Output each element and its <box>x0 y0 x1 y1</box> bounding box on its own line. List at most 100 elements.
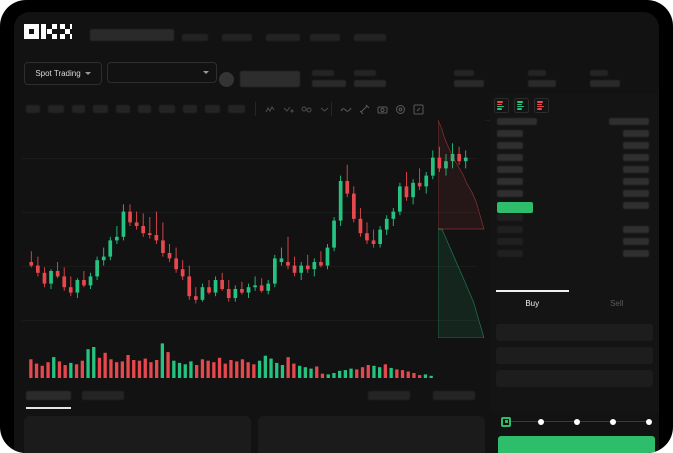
order-price <box>497 166 523 173</box>
stat-block-5 <box>590 70 620 87</box>
interval-button-5[interactable] <box>116 105 130 113</box>
drawing-tools-icon[interactable] <box>299 102 313 116</box>
order-book-bid-row[interactable] <box>490 238 659 250</box>
chart-tab-2[interactable] <box>82 391 124 400</box>
order-book-ask-row[interactable] <box>490 190 659 202</box>
interval-button-9[interactable] <box>205 105 220 113</box>
coin-avatar-icon <box>219 72 234 87</box>
nav-item-3[interactable] <box>266 34 300 41</box>
order-field-1[interactable] <box>496 324 653 341</box>
place-order-button[interactable] <box>498 436 655 453</box>
tab-sell[interactable]: Sell <box>575 290 660 316</box>
order-book-ask-row[interactable] <box>490 166 659 178</box>
chart-action-2[interactable] <box>433 391 475 400</box>
interval-button-7[interactable] <box>159 105 175 113</box>
settings-gear-icon[interactable] <box>393 102 407 116</box>
camera-snapshot-icon[interactable] <box>375 102 389 116</box>
stat-label <box>454 70 474 76</box>
orderbook-both-icon[interactable] <box>494 98 509 113</box>
stat-value <box>528 80 556 87</box>
order-book-last-price-row[interactable] <box>490 202 659 214</box>
order-price <box>497 238 523 245</box>
interval-button-2[interactable] <box>48 105 64 113</box>
spot-trading-select[interactable]: Spot Trading <box>24 62 102 85</box>
stepper-node-5[interactable] <box>646 418 652 425</box>
line-chart-icon[interactable] <box>339 102 353 116</box>
order-book-ask-row[interactable] <box>490 130 659 142</box>
measure-ruler-icon[interactable] <box>357 102 371 116</box>
nav-item-1[interactable] <box>182 34 208 41</box>
toolbar-divider <box>255 102 256 116</box>
stepper-node-1[interactable] <box>501 416 511 427</box>
bottom-card-2[interactable] <box>258 416 485 453</box>
stat-value <box>590 80 620 87</box>
stat-label <box>312 70 334 76</box>
order-book-ask-row[interactable] <box>490 142 659 154</box>
interval-button-1[interactable] <box>26 105 40 113</box>
order-amount <box>623 190 649 197</box>
order-field-2[interactable] <box>496 347 653 364</box>
chevron-down-icon <box>203 71 209 74</box>
order-book-bid-row[interactable] <box>490 250 659 262</box>
nav-item-4[interactable] <box>310 34 340 41</box>
chevron-down-icon[interactable] <box>317 102 331 116</box>
order-book-bid-row[interactable] <box>490 226 659 238</box>
order-book-view-modes <box>494 98 549 113</box>
nav-item-2[interactable] <box>222 34 252 41</box>
orderbook-asks-icon[interactable] <box>534 98 549 113</box>
chart-tab-1[interactable] <box>26 391 71 400</box>
interval-button-10[interactable] <box>228 105 245 113</box>
spot-trading-label: Spot Trading <box>35 69 81 78</box>
interval-button-6[interactable] <box>138 105 151 113</box>
order-price <box>497 178 523 185</box>
interval-button-8[interactable] <box>183 105 197 113</box>
interval-button-4[interactable] <box>93 105 108 113</box>
last-price-highlight <box>497 202 533 213</box>
stat-block-4 <box>528 70 556 87</box>
order-book-rows <box>490 118 659 262</box>
gridline <box>22 212 477 213</box>
bottom-card-1[interactable] <box>24 416 251 453</box>
toolbar-divider <box>331 102 332 116</box>
order-amount <box>623 166 649 173</box>
stepper-node-2[interactable] <box>538 418 544 425</box>
order-price <box>497 118 537 125</box>
order-amount <box>609 118 649 125</box>
pair-select[interactable] <box>107 62 217 83</box>
order-amount <box>623 238 649 245</box>
top-header <box>14 12 659 52</box>
order-field-3[interactable] <box>496 370 653 387</box>
order-book-ask-row[interactable] <box>490 178 659 190</box>
stepper-node-4[interactable] <box>610 418 616 425</box>
interval-button-3[interactable] <box>72 105 85 113</box>
stepper-node-3[interactable] <box>574 418 580 425</box>
buy-sell-tabs: Buy Sell <box>490 290 659 316</box>
gridline <box>22 266 477 267</box>
chart-action-1[interactable] <box>368 391 410 400</box>
candlestick-series <box>29 143 468 304</box>
stat-value <box>312 80 346 87</box>
orderbook-bids-icon[interactable] <box>514 98 529 113</box>
nav-item-5[interactable] <box>354 34 386 41</box>
tab-buy[interactable]: Buy <box>490 290 575 316</box>
okx-logo-icon[interactable] <box>24 24 72 39</box>
order-price <box>497 130 523 137</box>
fullscreen-icon[interactable] <box>411 102 425 116</box>
order-book-header[interactable] <box>490 118 659 130</box>
order-amount <box>623 178 649 185</box>
stat-value <box>354 80 386 87</box>
amount-stepper[interactable] <box>498 416 653 427</box>
gridline <box>22 158 477 159</box>
order-price <box>497 250 523 257</box>
stat-block-3 <box>454 70 484 87</box>
active-tab-indicator <box>26 407 71 409</box>
price-chart[interactable] <box>14 120 485 385</box>
candlestick-chart-icon[interactable] <box>263 102 277 116</box>
search-input[interactable] <box>90 29 174 41</box>
indicators-icon[interactable] <box>281 102 295 116</box>
order-amount <box>623 154 649 161</box>
pair-bar: Spot Trading <box>14 52 659 94</box>
order-book-bid-row[interactable] <box>490 214 659 226</box>
order-book-ask-row[interactable] <box>490 154 659 166</box>
